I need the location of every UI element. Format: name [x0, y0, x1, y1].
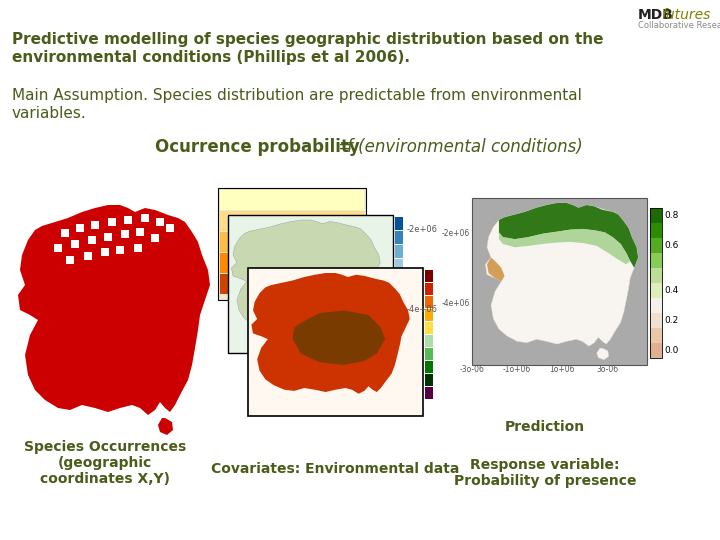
Bar [395, 217, 403, 230]
Bar [220, 190, 364, 210]
Bar [228, 215, 393, 353]
Text: -3o-06: -3o-06 [459, 365, 485, 374]
Bar [425, 387, 433, 399]
Bar [425, 322, 433, 334]
Bar [61, 229, 69, 237]
Bar [425, 374, 433, 386]
Polygon shape [158, 418, 173, 435]
Bar [218, 188, 366, 300]
Text: Covariates: Environmental data: Covariates: Environmental data [211, 462, 459, 476]
Bar [134, 244, 142, 252]
Text: f (environmental conditions): f (environmental conditions) [347, 138, 582, 156]
Polygon shape [18, 205, 210, 415]
Bar [395, 273, 403, 286]
Polygon shape [231, 220, 380, 332]
Text: Ocurrence probability: Ocurrence probability [155, 138, 360, 156]
Bar [395, 231, 403, 244]
Bar [136, 228, 144, 236]
Bar [104, 233, 112, 241]
Text: -4e+06: -4e+06 [441, 299, 470, 307]
Polygon shape [499, 229, 630, 265]
Bar [650, 298, 662, 313]
Bar [66, 256, 74, 264]
Polygon shape [499, 203, 638, 268]
Text: MDB: MDB [638, 8, 674, 22]
Bar [472, 198, 647, 365]
Bar [220, 274, 364, 294]
Text: Main Assumption. Species distribution are predictable from environmental: Main Assumption. Species distribution ar… [12, 88, 582, 103]
Bar [220, 211, 364, 231]
Bar [395, 287, 403, 300]
Text: 0.6: 0.6 [664, 241, 678, 250]
Bar [71, 240, 79, 248]
Bar [141, 214, 149, 222]
Bar [395, 245, 403, 258]
Text: -2e+06: -2e+06 [407, 226, 438, 234]
Bar [220, 232, 364, 252]
Text: Collaborative Research Network: Collaborative Research Network [638, 21, 720, 30]
Bar [395, 315, 403, 328]
Text: futures: futures [661, 8, 711, 22]
Bar [650, 253, 662, 268]
Bar [220, 253, 364, 273]
Text: 0.4: 0.4 [664, 286, 678, 295]
Text: -4e+06: -4e+06 [407, 306, 438, 314]
Bar [425, 296, 433, 308]
Bar [124, 216, 132, 224]
Bar [425, 361, 433, 373]
Bar [650, 283, 662, 298]
Text: Predictive modelling of species geographic distribution based on the: Predictive modelling of species geograph… [12, 32, 603, 47]
Bar [101, 248, 109, 256]
Polygon shape [251, 273, 410, 394]
Text: (geographic: (geographic [58, 456, 152, 470]
Text: 3o-06: 3o-06 [596, 365, 618, 374]
Bar [650, 268, 662, 283]
Bar [650, 208, 662, 358]
Polygon shape [597, 348, 608, 360]
Bar [650, 208, 662, 223]
Bar [121, 230, 129, 238]
Text: 0.2: 0.2 [664, 316, 678, 325]
Bar [650, 343, 662, 358]
Bar [151, 234, 159, 242]
Bar [54, 244, 62, 252]
Bar [425, 309, 433, 321]
Text: variables.: variables. [12, 106, 86, 121]
Bar [248, 268, 423, 416]
Bar [650, 313, 662, 328]
Text: Probability of presence: Probability of presence [454, 474, 636, 488]
Polygon shape [485, 203, 638, 346]
Bar [88, 236, 96, 244]
Text: 0.0: 0.0 [664, 346, 678, 355]
Text: -1o+06: -1o+06 [503, 365, 531, 374]
Bar [395, 301, 403, 314]
Text: Response variable:: Response variable: [470, 458, 620, 472]
Bar [395, 259, 403, 272]
Bar [108, 218, 116, 226]
Text: 0.8: 0.8 [664, 211, 678, 220]
Bar [425, 283, 433, 295]
Bar [84, 252, 92, 260]
Bar [425, 270, 433, 282]
Bar [166, 224, 174, 232]
Bar [91, 221, 99, 229]
Bar [425, 335, 433, 347]
Bar [395, 329, 403, 342]
Text: =: = [333, 138, 357, 156]
Polygon shape [487, 258, 505, 281]
Text: -2e+06: -2e+06 [442, 228, 470, 238]
Bar [650, 328, 662, 343]
Text: Species Occurrences: Species Occurrences [24, 440, 186, 454]
Text: environmental conditions (Phillips et al 2006).: environmental conditions (Phillips et al… [12, 50, 410, 65]
Bar [425, 348, 433, 360]
Text: 1o+06: 1o+06 [549, 365, 575, 374]
Bar [76, 224, 84, 232]
Text: coordinates X,Y): coordinates X,Y) [40, 472, 170, 486]
Text: Prediction: Prediction [505, 420, 585, 434]
Bar [650, 238, 662, 253]
Polygon shape [292, 310, 385, 365]
Bar [156, 218, 164, 226]
Bar [650, 223, 662, 238]
Bar [116, 246, 124, 254]
